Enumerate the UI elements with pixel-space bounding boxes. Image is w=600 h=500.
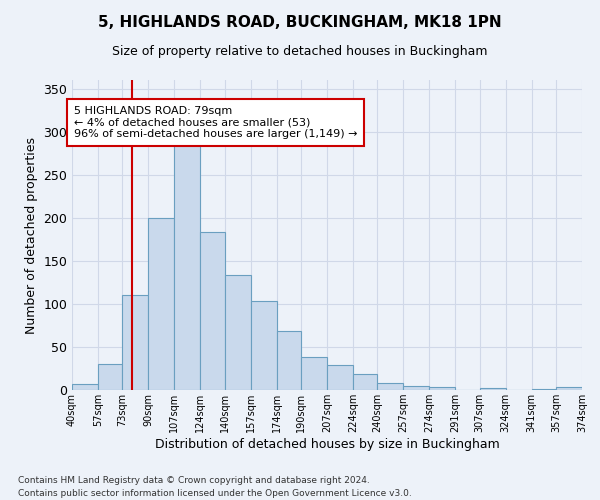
Bar (327, 365, 353, 390)
Bar (200, 232, 224, 390)
Y-axis label: Number of detached properties: Number of detached properties (25, 136, 38, 334)
Bar (403, 386, 430, 390)
Text: 5 HIGHLANDS ROAD: 79sqm
← 4% of detached houses are smaller (53)
96% of semi-det: 5 HIGHLANDS ROAD: 79sqm ← 4% of detached… (74, 106, 357, 139)
Bar (377, 383, 403, 390)
Bar (353, 374, 377, 390)
Bar (277, 332, 301, 390)
Bar (98, 364, 122, 390)
Bar (556, 388, 582, 390)
Bar (122, 296, 148, 390)
Bar (430, 386, 455, 390)
Text: 5, HIGHLANDS ROAD, BUCKINGHAM, MK18 1PN: 5, HIGHLANDS ROAD, BUCKINGHAM, MK18 1PN (98, 15, 502, 30)
Bar (532, 389, 556, 390)
Bar (301, 358, 327, 390)
Bar (224, 276, 251, 390)
Bar (72, 384, 98, 390)
Text: Contains HM Land Registry data © Crown copyright and database right 2024.: Contains HM Land Registry data © Crown c… (18, 476, 370, 485)
Text: Contains public sector information licensed under the Open Government Licence v3: Contains public sector information licen… (18, 488, 412, 498)
Bar (148, 218, 175, 390)
Bar (479, 388, 506, 390)
Bar (175, 136, 200, 390)
Bar (251, 302, 277, 390)
Text: Size of property relative to detached houses in Buckingham: Size of property relative to detached ho… (112, 45, 488, 58)
X-axis label: Distribution of detached houses by size in Buckingham: Distribution of detached houses by size … (155, 438, 499, 451)
